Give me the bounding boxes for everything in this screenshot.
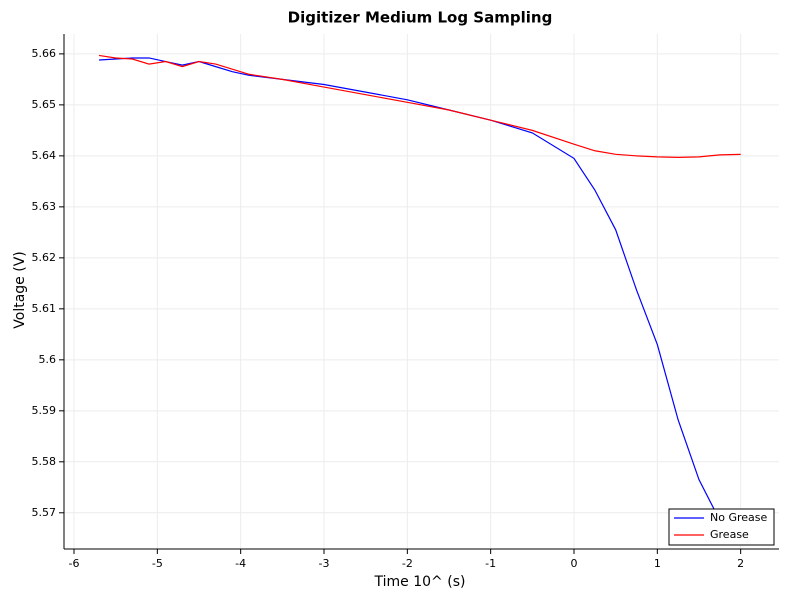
x-tick-label: -1 bbox=[485, 557, 496, 570]
y-tick-label: 5.62 bbox=[32, 251, 57, 264]
legend-label: No Grease bbox=[710, 511, 767, 524]
x-tick-label: -6 bbox=[69, 557, 80, 570]
y-tick-label: 5.65 bbox=[32, 98, 57, 111]
series-line bbox=[98, 54, 741, 159]
x-tick-label: -4 bbox=[235, 557, 246, 570]
plot-area bbox=[64, 34, 779, 549]
x-tick-label: -2 bbox=[402, 557, 413, 570]
legend-label: Grease bbox=[710, 528, 749, 541]
legend-box bbox=[668, 508, 775, 546]
x-tick-label: -3 bbox=[319, 557, 330, 570]
y-axis-label: Voltage (V) bbox=[12, 251, 28, 328]
x-tick-label: 0 bbox=[571, 557, 578, 570]
y-tick-label: 5.6 bbox=[39, 353, 57, 366]
y-tick-label: 5.66 bbox=[32, 47, 57, 60]
x-tick-label: 1 bbox=[654, 557, 661, 570]
y-tick-label: 5.61 bbox=[32, 302, 57, 315]
y-tick-label: 5.64 bbox=[32, 149, 57, 162]
y-tick-label: 5.58 bbox=[32, 455, 57, 468]
x-tick-label: -5 bbox=[152, 557, 163, 570]
y-tick-label: 5.57 bbox=[32, 506, 57, 519]
x-axis-label: Time 10^ (s) bbox=[374, 574, 466, 590]
legend: No Grease Grease bbox=[668, 508, 775, 546]
x-tick-label: 2 bbox=[737, 557, 744, 570]
y-tick-label: 5.59 bbox=[32, 404, 57, 417]
y-tick-label: 5.63 bbox=[32, 200, 57, 213]
chart-title: Digitizer Medium Log Sampling bbox=[288, 9, 553, 27]
